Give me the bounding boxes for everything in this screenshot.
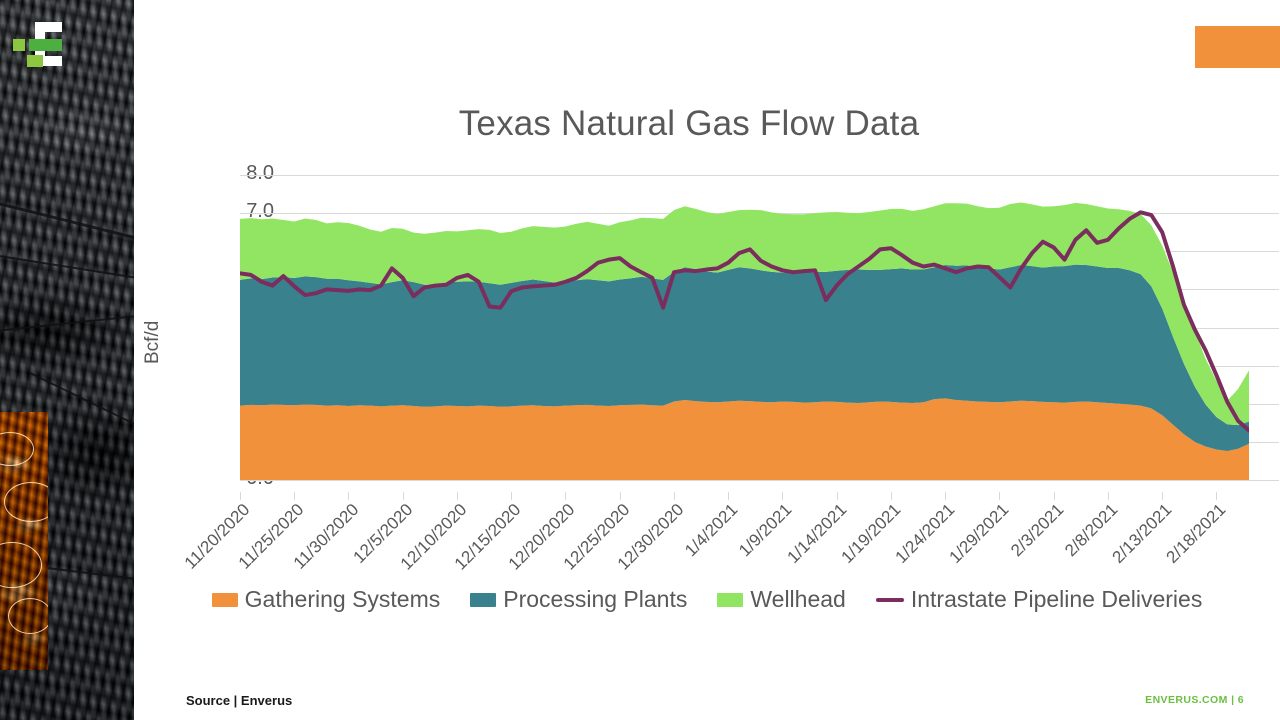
slide-content: Texas Natural Gas Flow Data Bcf/d 8.0 7.0… [134, 0, 1280, 720]
y-axis-title: Bcf/d [142, 320, 163, 364]
legend-item-label: Gathering Systems [244, 586, 441, 612]
x-axis-tick-mark [240, 492, 241, 500]
line-series-intrastate-pipeline-deliveries [240, 212, 1249, 430]
chart-legend: Gathering Systems Processing Plants Wellhe… [134, 586, 1280, 613]
logo-green-bar-middle [29, 39, 62, 51]
x-axis-tick-mark [1107, 492, 1109, 500]
x-axis-tick-labels: 11/20/2020 11/25/2020 11/30/2020 12/5/2020 1… [134, 492, 1280, 586]
area-series-gathering-systems [240, 398, 1249, 480]
x-axis-tick-mark [890, 492, 892, 500]
slide-side-image-rail [0, 0, 134, 720]
footer-enverus-url: ENVERUS.COM | 6 [1145, 694, 1244, 706]
logo-white-block-bottom [35, 56, 62, 66]
footer-url-text: ENVERUS.COM [1145, 694, 1228, 706]
x-axis-tick-mark [456, 492, 458, 500]
legend-item-label: Intrastate Pipeline Deliveries [910, 586, 1203, 612]
x-axis-tick-mark [565, 492, 567, 500]
logo-white-block-top [35, 22, 62, 32]
footer-separator: | [1231, 694, 1235, 706]
amber-squiggle-decoration [0, 542, 42, 588]
legend-item[interactable]: Wellhead [717, 586, 846, 613]
legend-swatch-icon [470, 592, 497, 607]
logo-green-square-bottom [27, 55, 43, 67]
enverus-e-logo [13, 22, 83, 78]
y-axis-tick-label: 7.0 [246, 200, 274, 223]
legend-item[interactable]: Intrastate Pipeline Deliveries [875, 586, 1203, 613]
legend-swatch-icon [211, 592, 238, 607]
x-axis-tick-mark [782, 492, 784, 500]
x-axis-tick-mark [836, 492, 838, 500]
stacked-area-chart: Bcf/d 8.07.06.05.04.03.02.01.00.0 [134, 150, 1280, 500]
orange-accent-tab [1195, 26, 1280, 68]
amber-seismic-inset-image [0, 412, 48, 670]
amber-squiggle-decoration [0, 432, 34, 466]
legend-item[interactable]: Gathering Systems [211, 586, 441, 613]
chart-gridline [240, 175, 1279, 176]
page-title: Texas Natural Gas Flow Data [458, 104, 920, 143]
x-axis-tick-mark [1053, 492, 1055, 500]
x-axis-tick-mark [1162, 492, 1164, 500]
chart-series-svg [240, 202, 1249, 480]
area-series-wellhead [240, 202, 1249, 426]
x-axis-tick-mark [619, 492, 621, 500]
amber-squiggle-decoration [8, 598, 48, 634]
x-axis-tick-mark [673, 492, 675, 500]
x-axis-tick-mark [1216, 492, 1218, 500]
x-axis-tick-mark [348, 492, 350, 500]
logo-green-square-left [13, 39, 25, 51]
x-axis-tick-mark [945, 492, 947, 500]
x-axis-tick-mark [728, 492, 730, 500]
source-label: Source | Enverus [186, 693, 293, 708]
legend-swatch-icon [717, 592, 744, 607]
legend-item-label: Wellhead [750, 586, 846, 612]
page-number: 6 [1237, 694, 1244, 706]
amber-squiggle-decoration [4, 482, 48, 522]
y-axis-tick-label: 8.0 [246, 162, 274, 184]
chart-plot-area [240, 175, 1249, 480]
legend-item-label: Processing Plants [503, 586, 688, 612]
x-axis-tick-mark [999, 492, 1001, 500]
x-axis-tick-mark [511, 492, 513, 500]
legend-item[interactable]: Processing Plants [470, 586, 687, 613]
legend-swatch-icon [875, 597, 904, 602]
x-axis-tick-mark [294, 492, 296, 500]
area-series-processing-plants [240, 264, 1249, 452]
chart-gridline [240, 480, 1279, 481]
x-axis-tick-mark [402, 492, 404, 500]
